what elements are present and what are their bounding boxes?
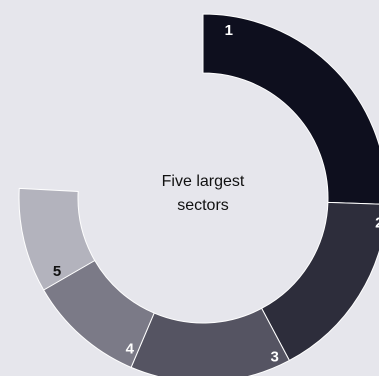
slice-label-4: 4 bbox=[126, 340, 135, 357]
center-title-line-2: sectors bbox=[177, 197, 229, 214]
slice-1 bbox=[202, 13, 379, 205]
center-title-line-1: Five largest bbox=[162, 173, 245, 190]
slice-labels: 1 2 3 4 5 bbox=[53, 22, 379, 366]
donut-slices bbox=[18, 13, 379, 376]
slice-5 bbox=[18, 187, 96, 291]
slice-label-5: 5 bbox=[53, 263, 61, 280]
slice-2 bbox=[261, 201, 379, 362]
slice-3 bbox=[130, 307, 291, 376]
slice-label-2: 2 bbox=[375, 215, 379, 232]
slice-label-1: 1 bbox=[225, 22, 233, 39]
slice-label-3: 3 bbox=[271, 349, 279, 366]
